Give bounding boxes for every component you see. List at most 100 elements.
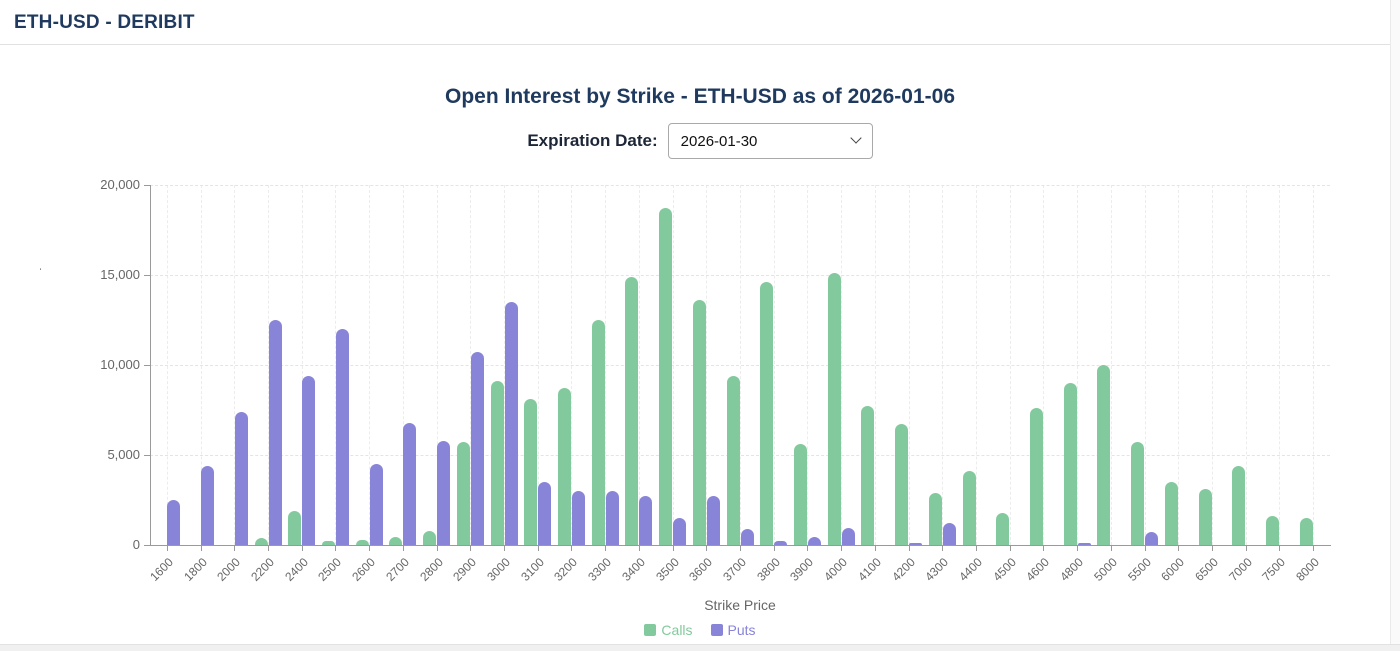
bar-puts-2900 xyxy=(470,352,484,545)
bar-puts-3300 xyxy=(605,491,619,545)
bar-calls-7000 xyxy=(1232,465,1246,545)
bar-puts-2200 xyxy=(268,320,282,545)
x-tick xyxy=(268,545,269,551)
bar-puts-1600 xyxy=(167,500,181,545)
bar-puts-3000 xyxy=(504,302,518,545)
x-tick xyxy=(672,545,674,551)
x-tick xyxy=(740,545,741,551)
bar-calls-2800 xyxy=(423,530,437,545)
expiration-controls: Expiration Date: 2026-01-30 xyxy=(0,122,1400,160)
bar-calls-3700 xyxy=(726,375,740,545)
x-tick xyxy=(1043,545,1045,551)
bar-puts-2700 xyxy=(403,422,417,545)
y-tick xyxy=(144,185,150,186)
x-tick xyxy=(1279,545,1281,551)
x-tick xyxy=(1009,545,1011,551)
x-tick xyxy=(571,545,573,551)
y-tick xyxy=(144,545,150,546)
bar-calls-4200 xyxy=(895,424,909,545)
expiration-date-select[interactable]: 2026-01-30 xyxy=(667,123,873,159)
x-tick xyxy=(402,545,404,551)
bar-calls-4100 xyxy=(861,406,875,545)
bar-calls-4000 xyxy=(827,273,841,545)
bar-calls-3400 xyxy=(625,276,639,545)
bar-calls-3500 xyxy=(659,208,673,545)
x-tick xyxy=(1144,545,1146,551)
page-title: ETH-USD - DERIBIT xyxy=(14,12,195,33)
x-tick xyxy=(335,545,337,551)
bar-calls-4300 xyxy=(928,492,942,545)
bar-calls-2400 xyxy=(288,510,302,545)
x-tick xyxy=(504,545,505,551)
x-tick xyxy=(470,545,472,551)
x-tick xyxy=(301,545,303,551)
bar-puts-2000 xyxy=(234,411,248,545)
calls-swatch-icon xyxy=(644,624,657,636)
puts-swatch-icon xyxy=(710,624,723,636)
gridline-h xyxy=(150,455,1330,456)
bar-puts-3700 xyxy=(740,528,754,545)
bar-calls-6000 xyxy=(1164,482,1178,545)
y-tick-label: 10,000 xyxy=(100,357,140,372)
bar-puts-4300 xyxy=(942,523,956,545)
bar-calls-3900 xyxy=(793,444,807,545)
bar-calls-3600 xyxy=(692,300,706,545)
expiration-select-wrap: 2026-01-30 xyxy=(667,123,873,159)
bar-puts-3400 xyxy=(639,496,653,545)
bar-calls-8000 xyxy=(1299,518,1313,545)
bar-puts-3900 xyxy=(807,536,821,545)
legend-item-calls: Calls xyxy=(644,622,693,638)
bar-calls-6500 xyxy=(1198,489,1212,545)
x-tick xyxy=(874,545,876,551)
bar-calls-3300 xyxy=(591,320,605,545)
x-axis-title: Strike Price xyxy=(704,597,776,613)
x-tick xyxy=(234,545,236,551)
bar-calls-2700 xyxy=(389,536,403,545)
bar-puts-3600 xyxy=(706,496,720,545)
y-tick xyxy=(144,275,150,276)
bar-calls-4400 xyxy=(962,471,976,545)
x-tick xyxy=(1313,545,1315,551)
bar-puts-5500 xyxy=(1145,532,1159,545)
x-tick xyxy=(976,545,977,551)
vertical-scrollbar[interactable] xyxy=(1390,0,1400,651)
x-tick xyxy=(1245,545,1247,551)
bar-calls-3200 xyxy=(557,388,571,545)
bar-calls-7500 xyxy=(1265,516,1279,545)
x-tick xyxy=(605,545,607,551)
x-tick xyxy=(166,545,168,551)
legend-label-calls: Calls xyxy=(661,622,693,638)
legend-item-puts: Puts xyxy=(710,622,756,638)
chart-title: Open Interest by Strike - ETH-USD as of … xyxy=(445,85,955,108)
x-tick xyxy=(908,545,910,551)
y-axis-line xyxy=(150,185,151,545)
x-tick xyxy=(1212,545,1213,551)
y-tick-label: 5,000 xyxy=(107,447,140,462)
bar-puts-3800 xyxy=(774,540,788,545)
bar-puts-2600 xyxy=(369,464,383,545)
y-tick-label: 0 xyxy=(132,537,140,552)
bar-calls-2500 xyxy=(321,540,335,545)
x-tick xyxy=(638,545,640,551)
bar-puts-2500 xyxy=(335,329,349,545)
y-tick-label: 15,000 xyxy=(100,267,140,282)
x-tick xyxy=(1110,545,1112,551)
bar-puts-3100 xyxy=(538,482,552,545)
horizontal-scrollbar[interactable] xyxy=(0,644,1400,651)
bar-puts-2800 xyxy=(437,440,451,545)
bar-calls-3100 xyxy=(524,399,538,545)
y-tick xyxy=(144,365,150,366)
gridline-h xyxy=(150,275,1330,276)
x-tick xyxy=(706,545,708,551)
bar-calls-3000 xyxy=(490,381,504,545)
x-tick xyxy=(200,545,202,551)
y-tick xyxy=(144,455,150,456)
bar-calls-5000 xyxy=(1097,365,1111,545)
x-tick xyxy=(773,545,775,551)
bar-puts-4000 xyxy=(841,527,855,545)
x-tick xyxy=(841,545,843,551)
bar-puts-3200 xyxy=(571,491,585,545)
gridline-h xyxy=(150,185,1330,186)
